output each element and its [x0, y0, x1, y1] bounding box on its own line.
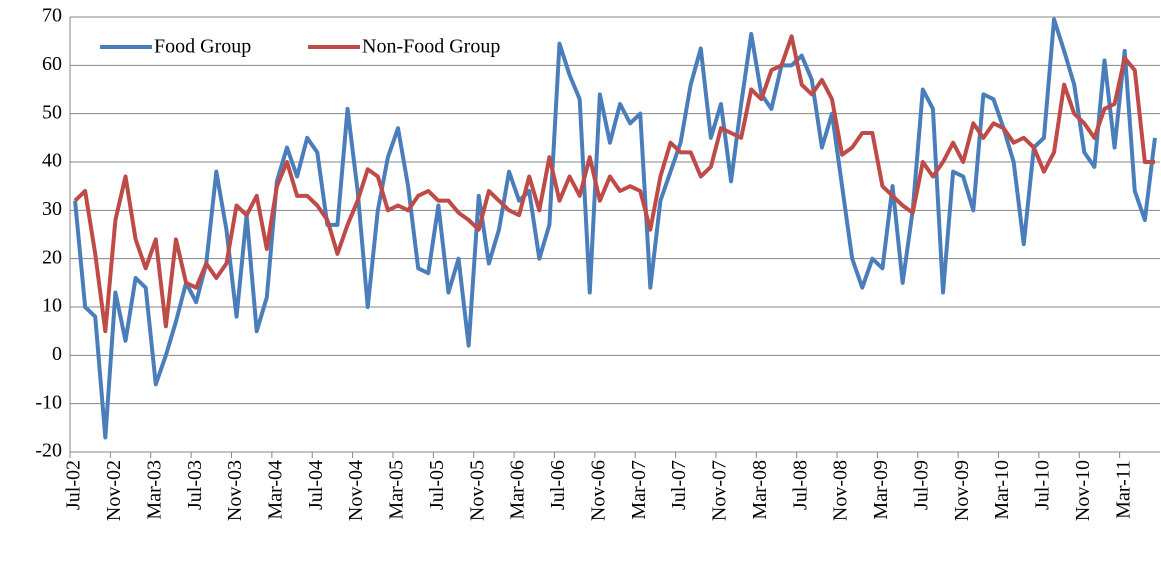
- x-tick-label: Nov-08: [830, 460, 852, 521]
- x-tick-label: Mar-10: [991, 460, 1013, 520]
- x-tick-label: Mar-06: [507, 460, 529, 520]
- series-line: [73, 34, 1155, 334]
- x-tick-label: Mar-08: [749, 460, 771, 520]
- x-tick-label: Mar-11: [1112, 460, 1134, 519]
- y-tick-label: 0: [52, 343, 62, 365]
- x-tick-label: Nov-04: [345, 460, 367, 521]
- legend-label: Non-Food Group: [362, 36, 500, 58]
- y-tick-label: 10: [42, 295, 62, 317]
- x-tick-label: Mar-04: [264, 460, 286, 520]
- x-tick-label: Jul-10: [1032, 460, 1054, 510]
- y-tick-label: -20: [35, 440, 62, 462]
- x-tick-label: Nov-05: [466, 460, 488, 521]
- x-tick-label: Jul-03: [184, 460, 206, 510]
- x-tick-label: Nov-02: [103, 460, 125, 521]
- x-tick-label: Mar-09: [870, 460, 892, 520]
- y-tick-label: -10: [35, 391, 62, 413]
- series-line: [73, 17, 1157, 440]
- x-tick-label: Jul-05: [426, 460, 448, 510]
- x-tick-label: Jul-06: [547, 460, 569, 510]
- y-tick-label: 60: [42, 53, 62, 75]
- x-tick-label: Mar-07: [628, 460, 650, 520]
- x-tick-label: Jul-02: [63, 460, 85, 510]
- x-tick-label: Jul-04: [305, 460, 327, 510]
- y-tick-label: 30: [42, 198, 62, 220]
- x-tick-label: Mar-03: [143, 460, 165, 520]
- x-tick-label: Nov-07: [709, 460, 731, 521]
- x-tick-label: Jul-08: [789, 460, 811, 510]
- x-tick-label: Nov-03: [224, 460, 246, 521]
- x-tick-label: Nov-06: [587, 460, 609, 521]
- y-tick-label: 70: [42, 5, 62, 27]
- x-tick-label: Mar-05: [386, 460, 408, 520]
- x-tick-label: Jul-07: [668, 460, 690, 510]
- x-tick-label: Nov-10: [1072, 460, 1094, 521]
- y-tick-label: 20: [42, 246, 62, 268]
- y-tick-label: 50: [42, 101, 62, 123]
- y-tick-label: 40: [42, 150, 62, 172]
- x-tick-label: Jul-09: [910, 460, 932, 510]
- x-tick-label: Nov-09: [951, 460, 973, 521]
- legend-label: Food Group: [154, 36, 251, 58]
